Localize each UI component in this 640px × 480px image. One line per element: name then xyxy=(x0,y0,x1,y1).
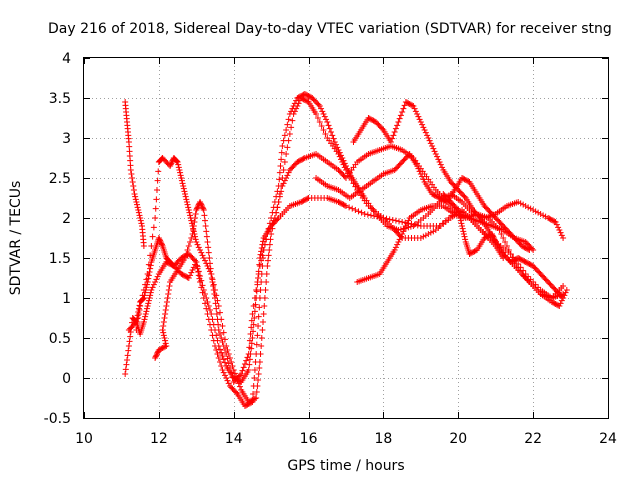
y-tick-label: 1 xyxy=(62,291,71,307)
data-point-markers xyxy=(313,151,533,253)
x-tick-label: 14 xyxy=(225,431,243,447)
x-tick-label: 16 xyxy=(300,431,318,447)
y-tick-label: 4 xyxy=(62,51,71,67)
series-track-9 xyxy=(440,191,567,301)
y-tick-label: 0.5 xyxy=(49,331,71,347)
y-tick-label: 1.5 xyxy=(49,251,71,267)
y-tick-label: 0 xyxy=(62,371,71,387)
series-track-1 xyxy=(122,99,147,249)
data-point-markers xyxy=(122,99,147,249)
x-axis-ticks: 10 12 14 16 18 20 22 24 xyxy=(75,58,617,447)
series-track-5 xyxy=(152,143,537,385)
data-point-markers xyxy=(152,143,537,385)
data-points xyxy=(122,91,570,409)
x-tick-label: 18 xyxy=(375,431,393,447)
y-tick-label: 2 xyxy=(62,211,71,227)
y-axis-ticks: -0.5 0 0.5 1 1.5 2 2.5 3 3.5 4 xyxy=(44,51,608,427)
plot-frame xyxy=(83,57,609,419)
x-tick-label: 22 xyxy=(524,431,542,447)
x-tick-label: 24 xyxy=(599,431,617,447)
x-tick-label: 12 xyxy=(150,431,168,447)
grid xyxy=(84,58,608,418)
x-tick-label: 10 xyxy=(75,431,93,447)
y-tick-label: 3.5 xyxy=(49,91,71,107)
x-tick-label: 20 xyxy=(449,431,467,447)
y-tick-label: -0.5 xyxy=(44,411,71,427)
y-tick-label: 2.5 xyxy=(49,171,71,187)
y-tick-label: 3 xyxy=(62,131,71,147)
chart-title: Day 216 of 2018, Sidereal Day-to-day VTE… xyxy=(48,21,612,37)
y-axis-label: SDTVAR / TECUs xyxy=(8,181,24,296)
series-track-8 xyxy=(313,151,533,253)
x-axis-label: GPS time / hours xyxy=(287,458,404,474)
data-point-markers xyxy=(440,191,567,301)
